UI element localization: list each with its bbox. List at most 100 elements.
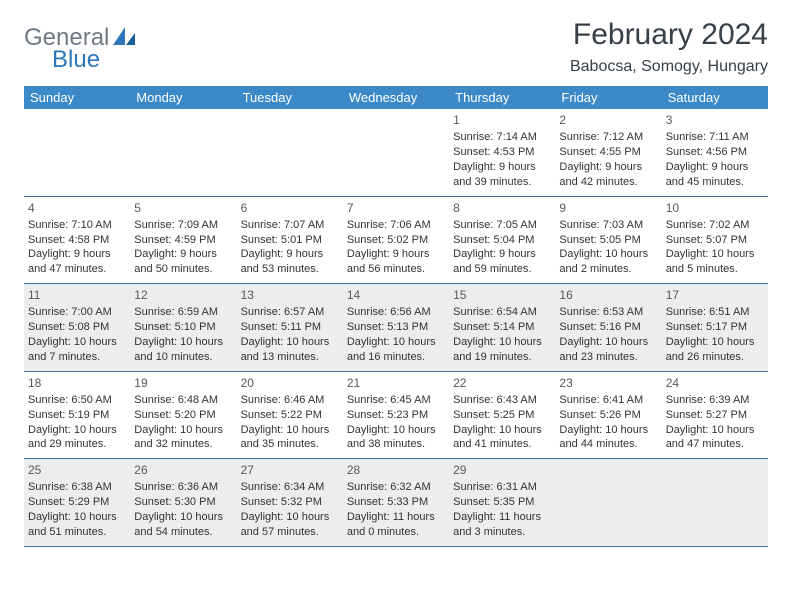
day-number: 4 (28, 200, 126, 216)
day-detail-line: Sunset: 5:05 PM (559, 233, 657, 248)
day-cell: 28Sunrise: 6:32 AMSunset: 5:33 PMDayligh… (343, 459, 449, 546)
day-number: 15 (453, 287, 551, 303)
day-detail-line: Sunrise: 6:34 AM (241, 480, 339, 495)
dow-sunday: Sunday (24, 86, 130, 109)
dow-wednesday: Wednesday (343, 86, 449, 109)
dow-monday: Monday (130, 86, 236, 109)
day-cell: 11Sunrise: 7:00 AMSunset: 5:08 PMDayligh… (24, 284, 130, 371)
day-cell: 14Sunrise: 6:56 AMSunset: 5:13 PMDayligh… (343, 284, 449, 371)
day-detail-line: Sunset: 5:32 PM (241, 495, 339, 510)
day-detail-line: Sunset: 4:56 PM (666, 145, 764, 160)
day-cell (343, 109, 449, 196)
day-detail-line: Daylight: 9 hours and 45 minutes. (666, 160, 764, 190)
day-detail-line: Daylight: 9 hours and 47 minutes. (28, 247, 126, 277)
day-number: 11 (28, 287, 126, 303)
page-header: General Blue February 2024 Babocsa, Somo… (24, 18, 768, 76)
day-detail-line: Daylight: 10 hours and 38 minutes. (347, 423, 445, 453)
dow-thursday: Thursday (449, 86, 555, 109)
day-detail-line: Daylight: 10 hours and 23 minutes. (559, 335, 657, 365)
day-detail-line: Daylight: 10 hours and 19 minutes. (453, 335, 551, 365)
day-detail-line: Daylight: 10 hours and 29 minutes. (28, 423, 126, 453)
day-cell: 22Sunrise: 6:43 AMSunset: 5:25 PMDayligh… (449, 372, 555, 459)
day-detail-line: Sunrise: 6:45 AM (347, 393, 445, 408)
week-row: 1Sunrise: 7:14 AMSunset: 4:53 PMDaylight… (24, 109, 768, 197)
day-cell: 25Sunrise: 6:38 AMSunset: 5:29 PMDayligh… (24, 459, 130, 546)
day-number: 22 (453, 375, 551, 391)
day-detail-line: Sunset: 5:35 PM (453, 495, 551, 510)
day-cell: 13Sunrise: 6:57 AMSunset: 5:11 PMDayligh… (237, 284, 343, 371)
day-detail-line: Daylight: 9 hours and 59 minutes. (453, 247, 551, 277)
day-cell (237, 109, 343, 196)
day-number: 21 (347, 375, 445, 391)
calendar-page: General Blue February 2024 Babocsa, Somo… (0, 0, 792, 571)
day-number: 5 (134, 200, 232, 216)
day-detail-line: Sunrise: 7:05 AM (453, 218, 551, 233)
day-cell: 3Sunrise: 7:11 AMSunset: 4:56 PMDaylight… (662, 109, 768, 196)
day-detail-line: Sunrise: 6:57 AM (241, 305, 339, 320)
dow-tuesday: Tuesday (237, 86, 343, 109)
day-number: 12 (134, 287, 232, 303)
day-detail-line: Sunset: 5:26 PM (559, 408, 657, 423)
title-block: February 2024 Babocsa, Somogy, Hungary (570, 18, 768, 76)
day-detail-line: Sunset: 5:13 PM (347, 320, 445, 335)
day-detail-line: Sunset: 5:17 PM (666, 320, 764, 335)
day-detail-line: Daylight: 9 hours and 42 minutes. (559, 160, 657, 190)
day-number: 8 (453, 200, 551, 216)
day-number: 17 (666, 287, 764, 303)
day-cell: 4Sunrise: 7:10 AMSunset: 4:58 PMDaylight… (24, 197, 130, 284)
day-cell: 21Sunrise: 6:45 AMSunset: 5:23 PMDayligh… (343, 372, 449, 459)
day-number: 13 (241, 287, 339, 303)
day-cell: 26Sunrise: 6:36 AMSunset: 5:30 PMDayligh… (130, 459, 236, 546)
day-cell: 5Sunrise: 7:09 AMSunset: 4:59 PMDaylight… (130, 197, 236, 284)
day-detail-line: Sunset: 5:33 PM (347, 495, 445, 510)
day-detail-line: Daylight: 10 hours and 54 minutes. (134, 510, 232, 540)
day-detail-line: Sunrise: 6:53 AM (559, 305, 657, 320)
day-detail-line: Sunrise: 6:51 AM (666, 305, 764, 320)
day-detail-line: Daylight: 10 hours and 44 minutes. (559, 423, 657, 453)
day-detail-line: Daylight: 10 hours and 57 minutes. (241, 510, 339, 540)
day-detail-line: Sunrise: 7:09 AM (134, 218, 232, 233)
day-detail-line: Daylight: 10 hours and 5 minutes. (666, 247, 764, 277)
day-cell: 29Sunrise: 6:31 AMSunset: 5:35 PMDayligh… (449, 459, 555, 546)
day-detail-line: Sunset: 5:04 PM (453, 233, 551, 248)
day-number: 25 (28, 462, 126, 478)
day-detail-line: Sunrise: 7:12 AM (559, 130, 657, 145)
day-number: 26 (134, 462, 232, 478)
day-cell: 16Sunrise: 6:53 AMSunset: 5:16 PMDayligh… (555, 284, 661, 371)
day-cell: 19Sunrise: 6:48 AMSunset: 5:20 PMDayligh… (130, 372, 236, 459)
day-cell: 27Sunrise: 6:34 AMSunset: 5:32 PMDayligh… (237, 459, 343, 546)
day-detail-line: Sunset: 5:02 PM (347, 233, 445, 248)
day-detail-line: Daylight: 10 hours and 13 minutes. (241, 335, 339, 365)
calendar-grid: Sunday Monday Tuesday Wednesday Thursday… (24, 86, 768, 547)
day-cell: 18Sunrise: 6:50 AMSunset: 5:19 PMDayligh… (24, 372, 130, 459)
day-detail-line: Sunrise: 6:50 AM (28, 393, 126, 408)
month-title: February 2024 (570, 18, 768, 52)
day-cell (555, 459, 661, 546)
dow-friday: Friday (555, 86, 661, 109)
day-cell (24, 109, 130, 196)
day-cell: 17Sunrise: 6:51 AMSunset: 5:17 PMDayligh… (662, 284, 768, 371)
day-number: 6 (241, 200, 339, 216)
day-detail-line: Daylight: 10 hours and 35 minutes. (241, 423, 339, 453)
day-cell: 8 Sunrise: 7:05 AMSunset: 5:04 PMDaylight… (449, 197, 555, 284)
day-number: 10 (666, 200, 764, 216)
day-number: 2 (559, 112, 657, 128)
day-detail-line: Sunrise: 6:59 AM (134, 305, 232, 320)
day-detail-line: Sunrise: 7:07 AM (241, 218, 339, 233)
day-detail-line: Sunset: 5:25 PM (453, 408, 551, 423)
day-detail-line: Sunrise: 6:36 AM (134, 480, 232, 495)
day-cell: 15Sunrise: 6:54 AMSunset: 5:14 PMDayligh… (449, 284, 555, 371)
day-cell: 24Sunrise: 6:39 AMSunset: 5:27 PMDayligh… (662, 372, 768, 459)
day-cell: 1Sunrise: 7:14 AMSunset: 4:53 PMDaylight… (449, 109, 555, 196)
day-cell (662, 459, 768, 546)
day-detail-line: Sunset: 5:19 PM (28, 408, 126, 423)
day-detail-line: Daylight: 10 hours and 47 minutes. (666, 423, 764, 453)
week-row: 4Sunrise: 7:10 AMSunset: 4:58 PMDaylight… (24, 197, 768, 285)
day-detail-line: Daylight: 9 hours and 53 minutes. (241, 247, 339, 277)
day-detail-line: Sunrise: 6:46 AM (241, 393, 339, 408)
day-number: 24 (666, 375, 764, 391)
day-detail-line: Sunrise: 7:02 AM (666, 218, 764, 233)
day-cell (130, 109, 236, 196)
day-detail-line: Sunrise: 6:41 AM (559, 393, 657, 408)
day-detail-line: Sunset: 5:22 PM (241, 408, 339, 423)
